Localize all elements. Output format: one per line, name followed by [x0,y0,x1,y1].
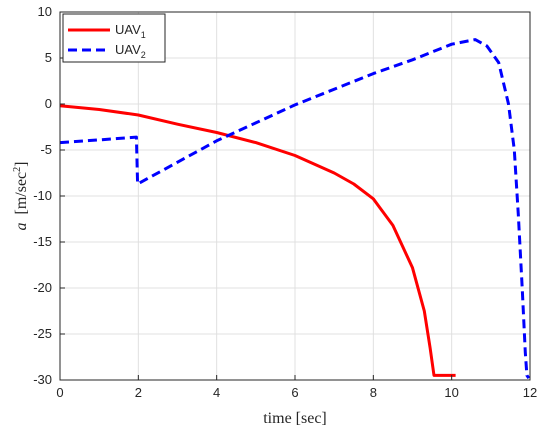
x-tick-label: 10 [444,385,458,400]
y-axis-unit-suffix: ] [13,162,30,167]
y-tick-label: -10 [33,188,52,203]
y-axis-symbol: a [13,222,30,230]
y-tick-label: -20 [33,280,52,295]
y-tick-label: 5 [45,50,52,65]
legend-box [62,13,166,63]
y-tick-label: -15 [33,234,52,249]
x-tick-label: 8 [370,385,377,400]
x-tick-label: 2 [135,385,142,400]
y-tick-label: 0 [45,96,52,111]
y-tick-label: -25 [33,326,52,341]
y-tick-label: -5 [40,142,52,157]
y-axis-unit-prefix: [m/sec [13,172,30,215]
x-tick-label: 4 [213,385,220,400]
x-tick-label: 6 [291,385,298,400]
x-tick-label: 0 [56,385,63,400]
x-axis-label: time [sec] [263,410,327,427]
x-tick-label: 12 [523,385,537,400]
series-line-uav1 [59,104,456,377]
y-tick-label: 10 [38,4,52,19]
ticks: 0 2 4 6 8 10 12 10 5 0 -5 -10 -15 -20 -25 -30 [33,4,537,400]
y-tick-label: -30 [33,372,52,387]
legend-label-uav1: UAV1 [115,22,146,40]
y-axis-label: a [m/sec2] [12,162,30,231]
series-line-uav2 [59,38,531,380]
y-axis-unit-exponent: 2 [12,167,23,172]
legend-label-uav2: UAV2 [115,42,146,60]
legend: UAV1 UAV2 [62,13,166,63]
series-group [59,38,531,380]
